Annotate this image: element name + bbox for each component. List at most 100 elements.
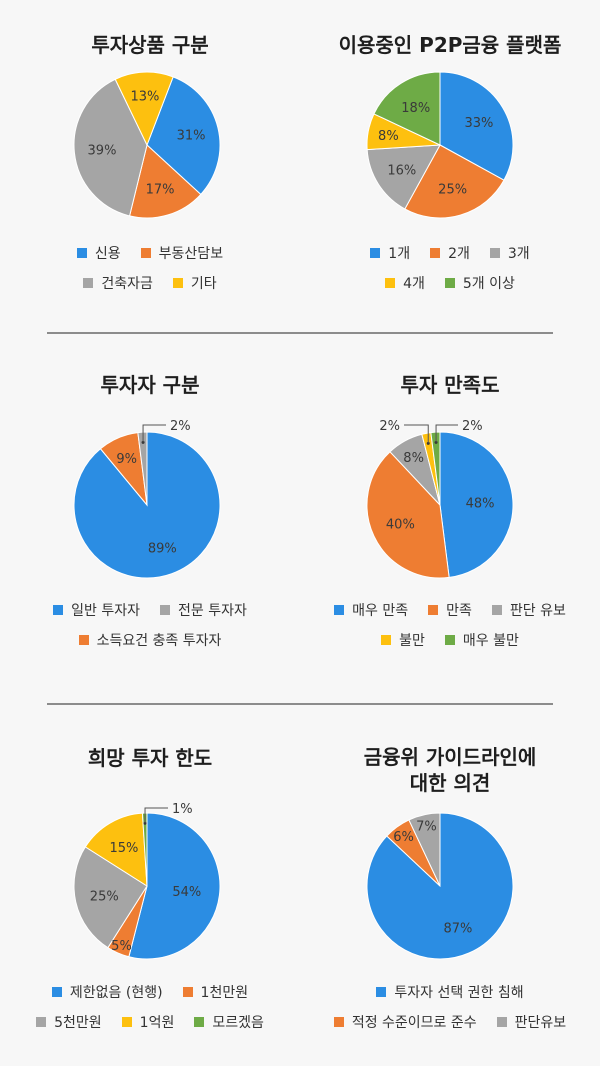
slice-label: 7%	[416, 819, 437, 834]
legend-swatch-icon	[333, 1017, 344, 1027]
pie-slice	[408, 812, 441, 887]
legend-label: 건축자금	[101, 276, 153, 292]
legend-item: 매우 만족	[334, 600, 408, 620]
pie-slice	[73, 431, 221, 579]
legend-label: 판단유보	[514, 1015, 567, 1031]
legend-label: 판단 유보	[509, 603, 566, 619]
pie-slice	[404, 144, 505, 219]
legend-item: 4개	[385, 273, 425, 293]
legend-row: 신용 부동산담보	[0, 238, 300, 268]
legend-swatch-icon	[444, 278, 455, 288]
legend-label: 1개	[388, 246, 411, 262]
legend-row: 제한없음 (현행) 1천만원	[0, 977, 300, 1007]
legend-label: 일반 투자자	[71, 603, 140, 619]
pie-chart-satisfaction: 48% 40% 8% 2% 2%	[366, 419, 514, 579]
legend-row: 불만 매우 불만	[300, 625, 600, 655]
legend-item: 소득요건 충족 투자자	[78, 630, 221, 650]
legend-row: 건축자금 기타	[0, 268, 300, 298]
legend-item: 1천만원	[182, 982, 249, 1002]
legend-swatch-icon	[385, 278, 396, 288]
legend-swatch-icon	[172, 278, 183, 288]
legend-row: 투자자 선택 권한 침해	[300, 977, 600, 1007]
section-divider-2	[47, 703, 553, 705]
slice-label: 31%	[177, 129, 206, 144]
section-divider-1	[47, 332, 553, 334]
legend-item: 만족	[428, 600, 472, 620]
pie-slice	[373, 71, 441, 146]
chart-title-desired-limit: 희망 투자 한도	[87, 746, 213, 770]
legend-item: 5천만원	[36, 1012, 102, 1032]
slice-label: 16%	[387, 163, 416, 178]
legend-swatch-icon	[76, 248, 87, 258]
legend-label: 신용	[94, 246, 121, 262]
pie-slice	[128, 812, 221, 960]
legend-swatch-icon	[491, 605, 502, 615]
slice-label: 2%	[379, 419, 400, 434]
legend-item: 모르겠음	[194, 1012, 264, 1032]
legend-label: 1천만원	[200, 985, 249, 1001]
slice-label: 13%	[130, 89, 159, 104]
slice-label: 6%	[393, 830, 414, 845]
legend-swatch-icon	[78, 635, 89, 645]
legend-swatch-icon	[376, 987, 387, 997]
pie-slice	[114, 71, 174, 147]
legend-item: 3개	[489, 243, 530, 263]
legend-row: 소득요건 충족 투자자	[0, 625, 300, 655]
legend-label: 만족	[446, 603, 472, 619]
legend-item: 전문 투자자	[160, 600, 247, 620]
legend-item: 판단 유보	[491, 600, 566, 620]
pie-chart-platforms-used: 33% 25% 16% 8%18%	[366, 71, 514, 219]
legend-row: 매우 만족 만족 판단 유보	[300, 595, 600, 625]
slice-label: 40%	[386, 518, 415, 533]
chart-title-investor-type: 투자자 구분	[100, 373, 200, 397]
slice-label: 25%	[90, 890, 119, 905]
legend-row: 1개 2개 3개	[300, 238, 600, 268]
chart-title-satisfaction: 투자 만족도	[400, 373, 500, 397]
slice-label: 33%	[465, 116, 494, 131]
legend-swatch-icon	[51, 987, 62, 997]
chart-title-guideline-opinion-line1: 금융위 가이드라인에	[363, 745, 537, 769]
slice-label: 8%	[403, 451, 424, 466]
legend-label: 4개	[403, 276, 425, 292]
legend-swatch-icon	[160, 605, 170, 615]
pie-slice	[439, 71, 514, 181]
legend-item: 1개	[370, 243, 410, 263]
legend-row: 4개 5개 이상	[300, 268, 600, 298]
slice-label: 89%	[148, 542, 177, 557]
legend-label: 제한없음 (현행)	[69, 985, 163, 1001]
legend-label: 전문 투자자	[178, 603, 247, 619]
legend-swatch-icon	[53, 605, 64, 615]
legend-guideline-opinion: 투자자 선택 권한 침해 적정 수준이므로 준수 판단유보	[300, 977, 600, 1037]
legend-item: 투자자 선택 권한 침해	[376, 982, 524, 1002]
legend-swatch-icon	[194, 1017, 205, 1027]
legend-row: 5천만원 1억원 모르겠음	[0, 1007, 300, 1037]
legend-item: 부동산담보	[140, 243, 224, 263]
legend-swatch-icon	[36, 1017, 47, 1027]
slice-label: 87%	[444, 922, 473, 937]
slice-label: 39%	[88, 144, 117, 159]
legend-item: 제한없음 (현행)	[51, 982, 163, 1002]
legend-item: 일반 투자자	[53, 600, 140, 620]
legend-label: 기타	[190, 276, 217, 292]
legend-item: 신용	[76, 243, 121, 263]
chart-title-guideline-opinion: 금융위 가이드라인에 대한 의견	[300, 744, 600, 796]
legend-item: 5개 이상	[444, 273, 515, 293]
legend-label: 1억원	[139, 1015, 175, 1031]
pie-chart-investment-products: 31% 17% 39% 13%	[73, 71, 221, 219]
legend-item: 기타	[172, 273, 217, 293]
legend-label: 모르겠음	[212, 1015, 264, 1031]
slice-label: 15%	[110, 841, 139, 856]
slice-label: 54%	[172, 885, 201, 900]
legend-label: 부동산담보	[158, 246, 224, 262]
slice-label: 18%	[401, 101, 430, 116]
pie-slice	[146, 76, 221, 196]
pie-slice	[439, 431, 514, 578]
legend-label: 5개 이상	[462, 276, 515, 292]
slice-label: 5%	[111, 939, 132, 954]
slice-label: 1%	[172, 802, 193, 817]
pie-slice	[366, 451, 450, 579]
legend-label: 매우 만족	[352, 603, 409, 619]
pie-slice	[84, 812, 148, 887]
